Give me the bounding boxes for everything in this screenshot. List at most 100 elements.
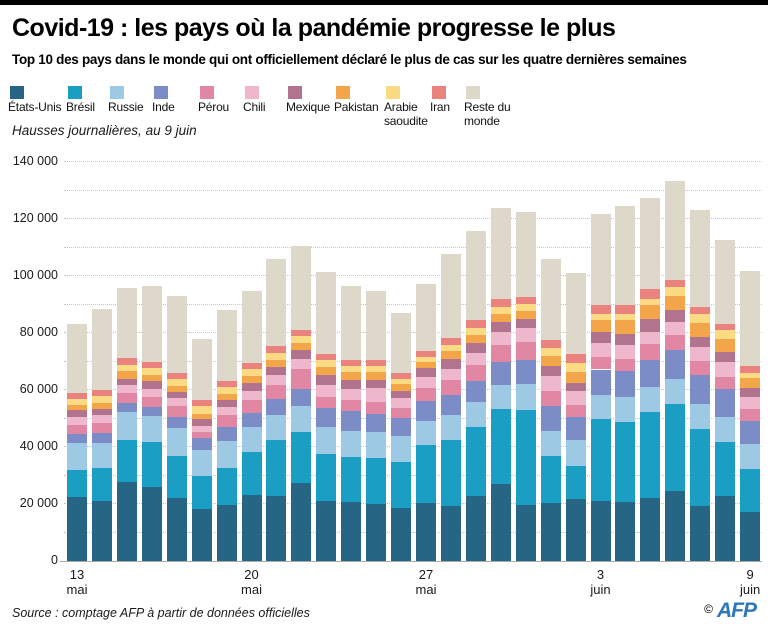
segment-pakistan-15-mai [116, 371, 137, 379]
segment-russie-9-juin [740, 443, 761, 469]
gridline-110000 [64, 246, 762, 248]
segment-chili-8-juin [715, 361, 736, 377]
segment-etats-unis-27-mai [416, 503, 437, 561]
segment-russie-22-mai [291, 405, 312, 433]
segment-perou-25-mai [366, 401, 387, 414]
segment-chili-27-mai [416, 377, 437, 389]
segment-perou-2-juin [565, 405, 586, 417]
segment-russie-3-juin [590, 394, 611, 420]
segment-bresil-3-juin [590, 419, 611, 502]
segment-arabie-saoudite-1-juin [540, 347, 561, 356]
segment-inde-7-juin [690, 375, 711, 404]
segment-pakistan-16-mai [141, 375, 162, 382]
segment-inde-5-juin [640, 359, 661, 387]
segment-reste-du-monde-24-mai [341, 286, 362, 360]
segment-etats-unis-21-mai [266, 495, 287, 561]
segment-etats-unis-7-juin [690, 505, 711, 561]
segment-iran-28-mai [440, 338, 461, 345]
segment-chili-20-mai [241, 390, 262, 400]
segment-russie-4-juin [615, 397, 636, 423]
segment-perou-20-mai [241, 399, 262, 413]
segment-pakistan-13-mai [67, 404, 87, 410]
segment-iran-31-mai [515, 296, 536, 304]
segment-inde-4-juin [615, 370, 636, 398]
segment-reste-du-monde-20-mai [241, 291, 262, 363]
segment-pakistan-27-mai [416, 362, 437, 369]
segment-russie-2-juin [565, 440, 586, 466]
segment-mexique-21-mai [266, 367, 287, 376]
segment-arabie-saoudite-23-mai [316, 360, 337, 368]
segment-pakistan-28-mai [440, 351, 461, 360]
segment-bresil-27-mai [416, 444, 437, 504]
segment-iran-22-mai [291, 330, 312, 337]
legend-swatch-reste-du-monde [466, 86, 480, 99]
segment-inde-29-mai [465, 381, 486, 402]
legend-swatch-chili [245, 86, 259, 99]
legend-swatch-perou [200, 86, 214, 99]
segment-iran-15-mai [116, 357, 137, 366]
segment-chili-28-mai [440, 368, 461, 381]
gridline-80000 [64, 332, 762, 333]
segment-bresil-8-juin [715, 442, 736, 496]
legend-label-etats-unis: États-Unis [8, 100, 62, 114]
segment-mexique-28-mai [440, 359, 461, 369]
segment-inde-24-mai [341, 411, 362, 432]
segment-chili-19-mai [216, 406, 237, 416]
segment-iran-16-mai [141, 362, 162, 368]
x-tick-day: 13 [69, 567, 85, 582]
segment-bresil-6-juin [665, 403, 686, 492]
segment-chili-2-juin [565, 391, 586, 406]
segment-arabie-saoudite-17-mai [166, 379, 187, 387]
page-title: Covid-19 : les pays où la pandémie progr… [12, 14, 616, 42]
segment-iran-13-mai [67, 392, 87, 399]
legend-swatch-russie [110, 86, 124, 99]
segment-russie-1-juin [540, 430, 561, 457]
segment-arabie-saoudite-27-mai [416, 356, 437, 363]
legend-label-russie: Russie [108, 100, 144, 114]
source-note: Source : comptage AFP à partir de donnée… [12, 606, 310, 620]
segment-bresil-5-juin [640, 412, 661, 499]
segment-bresil-21-mai [266, 439, 287, 496]
segment-mexique-4-juin [615, 333, 636, 345]
segment-reste-du-monde-5-juin [640, 197, 661, 289]
legend-item-bresil: Brésil [66, 86, 106, 115]
segment-pakistan-18-mai [191, 413, 212, 419]
segment-mexique-16-mai [141, 381, 162, 389]
segment-russie-6-juin [665, 378, 686, 404]
x-tick-day: 20 [244, 567, 259, 582]
segment-reste-du-monde-31-mai [515, 212, 536, 297]
segment-perou-27-mai [416, 388, 437, 402]
segment-iran-19-mai [216, 381, 237, 388]
segment-arabie-saoudite-8-juin [715, 330, 736, 339]
segment-etats-unis-29-mai [465, 496, 486, 561]
segment-bresil-23-mai [316, 454, 337, 502]
segment-iran-18-mai [191, 399, 212, 407]
segment-russie-21-mai [266, 414, 287, 440]
segment-russie-29-mai [465, 401, 486, 428]
y-tick-0: 0 [51, 553, 58, 567]
segment-mexique-6-juin [665, 309, 686, 322]
segment-perou-8-juin [715, 376, 736, 389]
legend-swatch-bresil [68, 86, 82, 99]
legend-swatch-arabie-saoudite [386, 86, 400, 99]
x-tick-9-juin: 9 juin [725, 567, 768, 597]
segment-chili-16-mai [141, 388, 162, 397]
afp-logo-text: AFP [717, 599, 757, 622]
segment-etats-unis-26-mai [391, 507, 412, 561]
segment-inde-27-mai [416, 401, 437, 421]
segment-reste-du-monde-2-juin [565, 273, 586, 355]
segment-bresil-18-mai [191, 475, 212, 510]
legend-swatch-mexique [288, 86, 302, 99]
segment-arabie-saoudite-31-mai [515, 303, 536, 311]
segment-russie-17-mai [166, 428, 187, 456]
segment-iran-25-mai [366, 360, 387, 366]
segment-inde-31-mai [515, 360, 536, 385]
segment-arabie-saoudite-5-juin [640, 299, 661, 306]
segment-pakistan-29-mai [465, 334, 486, 343]
segment-reste-du-monde-14-mai [91, 308, 112, 390]
segment-chili-25-mai [366, 387, 387, 402]
segment-bresil-26-mai [391, 461, 412, 508]
segment-pakistan-17-mai [166, 386, 187, 392]
segment-inde-28-mai [440, 395, 461, 416]
segment-arabie-saoudite-13-mai [67, 398, 87, 405]
